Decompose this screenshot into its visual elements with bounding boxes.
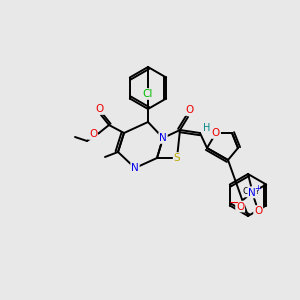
Text: −: − (229, 197, 239, 210)
Text: H: H (203, 123, 211, 133)
Text: O: O (236, 202, 244, 212)
Text: N: N (159, 133, 167, 143)
Text: O: O (96, 104, 104, 114)
Text: O: O (254, 206, 262, 217)
Text: O: O (185, 105, 193, 115)
Text: N: N (248, 188, 256, 197)
Text: O: O (212, 128, 220, 138)
Text: S: S (174, 153, 180, 163)
Text: O: O (89, 129, 97, 139)
Text: CH₃: CH₃ (243, 188, 259, 196)
Text: N: N (131, 163, 139, 173)
Text: Cl: Cl (143, 89, 153, 99)
Text: +: + (254, 184, 261, 193)
